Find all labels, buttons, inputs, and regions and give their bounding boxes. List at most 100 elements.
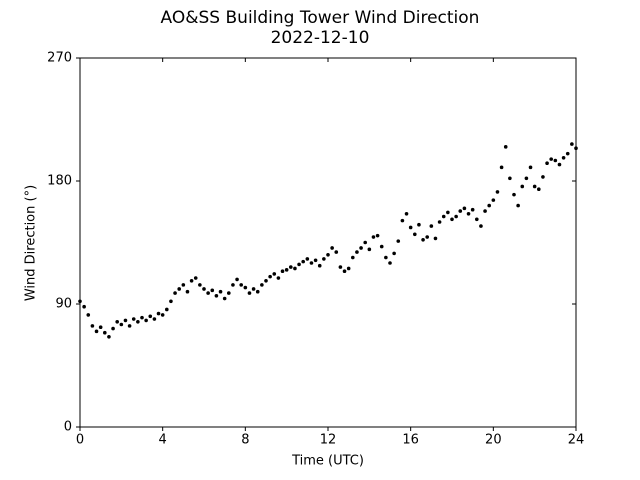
data-point (78, 299, 82, 304)
data-point (193, 276, 198, 280)
data-point (429, 224, 434, 228)
data-point (152, 317, 157, 321)
data-point (441, 214, 446, 219)
data-point (160, 313, 165, 317)
x-tick-label: 20 (485, 433, 502, 448)
chart-title: AO&SS Building Tower Wind Direction (161, 8, 480, 28)
data-point (400, 218, 405, 223)
data-point (508, 176, 512, 181)
data-point (495, 190, 500, 194)
data-point (363, 240, 368, 245)
data-point (210, 288, 215, 293)
data-point (289, 265, 293, 269)
data-point (346, 266, 351, 271)
data-point (516, 203, 520, 208)
data-point (280, 269, 285, 274)
data-point (334, 250, 339, 254)
data-point (255, 289, 260, 294)
data-point (313, 258, 318, 263)
data-point (94, 329, 99, 334)
data-point (86, 313, 91, 317)
data-point (173, 291, 177, 295)
data-point (524, 176, 529, 181)
data-point (499, 165, 504, 170)
data-point (119, 322, 124, 327)
data-point (475, 217, 479, 222)
data-point (198, 283, 202, 287)
data-point (222, 296, 227, 301)
data-point (272, 272, 277, 276)
y-tick-label: 270 (47, 51, 72, 66)
data-point (309, 261, 314, 265)
data-point (541, 175, 545, 179)
chart-subtitle: 2022-12-10 (271, 28, 370, 48)
x-tick-label: 12 (320, 433, 337, 448)
data-point (235, 277, 239, 282)
data-point (483, 209, 487, 213)
data-point (553, 158, 558, 163)
data-point (293, 266, 297, 271)
data-point (466, 212, 471, 216)
data-point (532, 184, 537, 189)
data-point (111, 326, 115, 331)
data-point (103, 330, 107, 335)
data-point (491, 198, 496, 202)
x-tick-label: 8 (241, 433, 249, 448)
data-point (140, 315, 144, 320)
data-point (305, 257, 310, 261)
data-point (342, 269, 347, 274)
data-point (177, 287, 181, 291)
data-point (82, 304, 86, 309)
data-point (214, 294, 219, 298)
data-point (284, 268, 289, 272)
data-point (404, 212, 409, 216)
data-point (537, 187, 541, 191)
x-tick-label: 24 (568, 433, 585, 448)
data-point (189, 278, 194, 283)
data-point (136, 319, 140, 324)
data-point (297, 262, 301, 267)
data-point (388, 261, 392, 265)
data-point (185, 289, 190, 294)
data-point (408, 225, 413, 230)
data-point (371, 235, 376, 239)
data-point (260, 283, 264, 287)
data-point (545, 161, 549, 166)
data-point (227, 291, 231, 295)
data-point (458, 209, 463, 213)
data-point (557, 162, 562, 167)
x-tick-label: 16 (402, 433, 419, 448)
data-point (276, 276, 281, 280)
data-point (413, 232, 417, 237)
x-axis-label: Time (UTC) (291, 454, 364, 469)
data-point (470, 207, 475, 212)
data-point (239, 283, 243, 287)
data-point (322, 257, 326, 261)
data-point (148, 314, 153, 319)
data-point (264, 278, 268, 283)
data-point (561, 155, 566, 160)
data-point (98, 325, 103, 330)
data-point (375, 233, 380, 238)
data-point (425, 235, 430, 239)
data-point (446, 210, 450, 215)
data-point (565, 151, 570, 156)
data-point (247, 291, 252, 295)
x-tick-label: 0 (76, 433, 84, 448)
data-point (379, 244, 384, 249)
data-point (107, 335, 111, 339)
data-point (169, 299, 173, 304)
data-point (351, 255, 355, 260)
data-point (450, 217, 454, 222)
data-point (417, 222, 421, 227)
data-point (268, 274, 272, 279)
data-point (156, 311, 161, 316)
data-point (123, 318, 128, 323)
data-point (231, 283, 235, 287)
data-point (338, 265, 343, 269)
data-point (528, 165, 533, 170)
data-point (367, 247, 372, 252)
data-point (165, 307, 169, 312)
data-point (90, 324, 95, 328)
data-point (326, 253, 330, 257)
